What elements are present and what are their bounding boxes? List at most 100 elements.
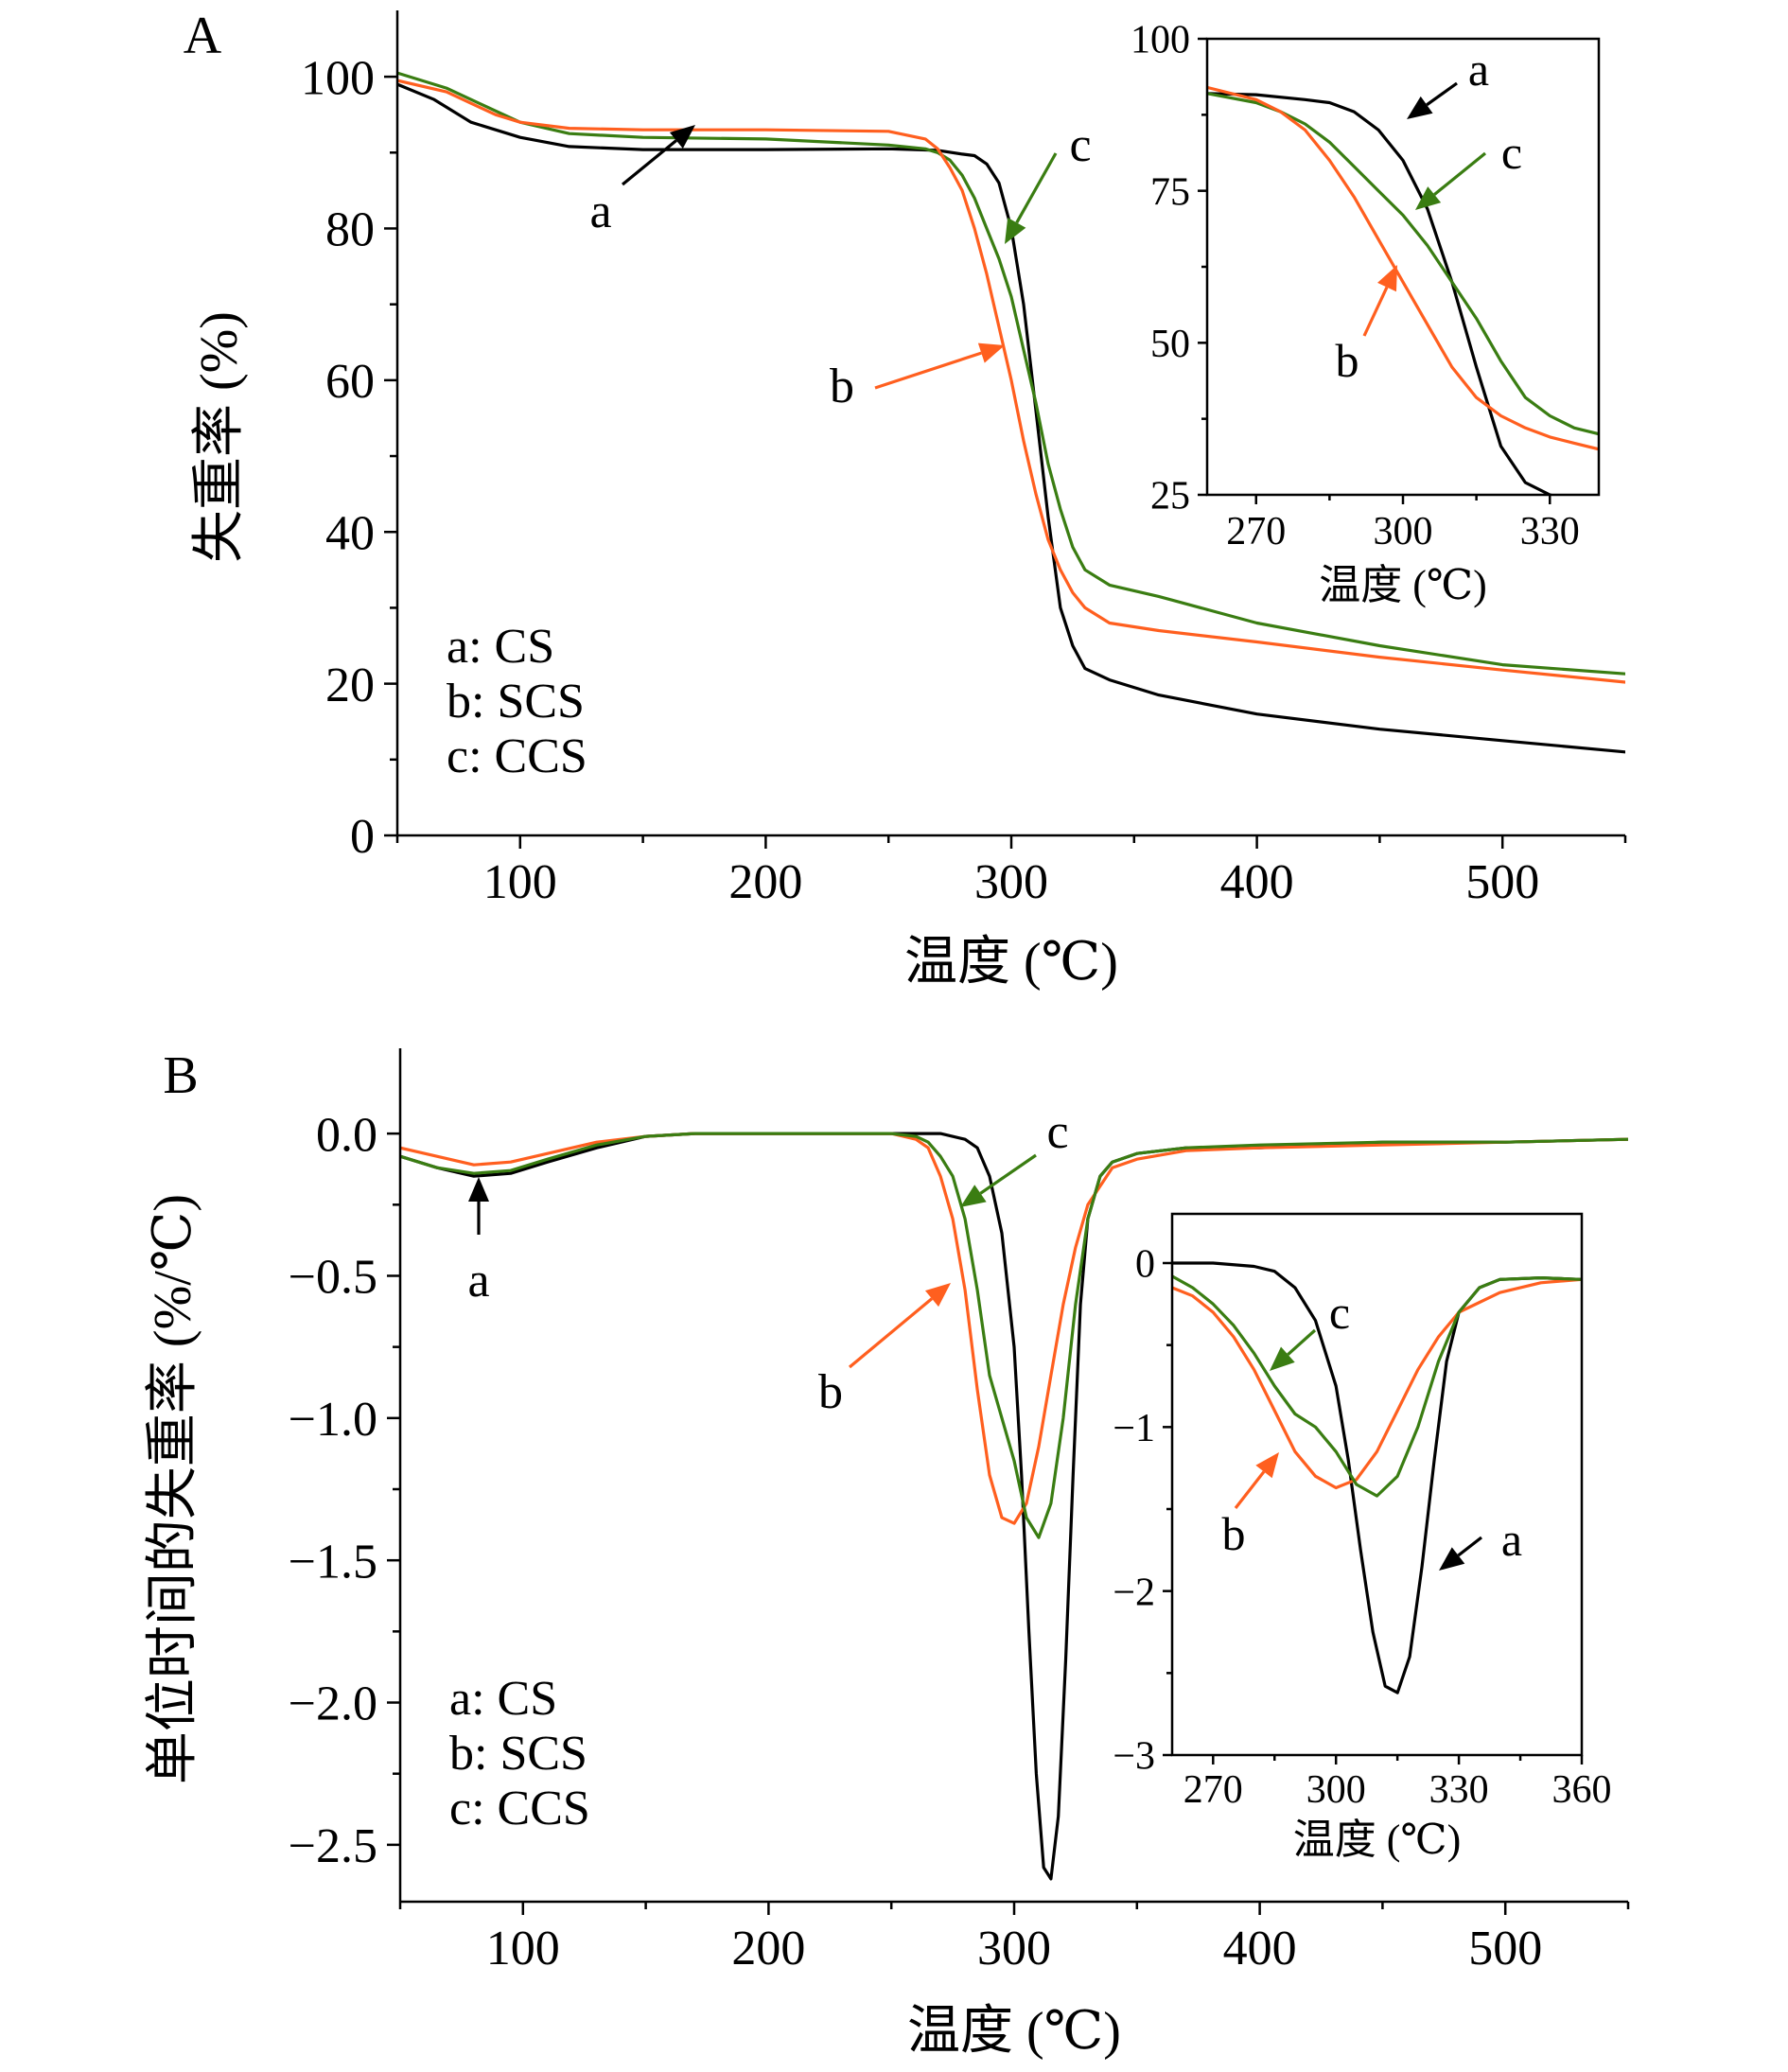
panel-a-series-a bbox=[397, 82, 1625, 754]
panel-a-annotation-a: a bbox=[589, 184, 611, 238]
panel-b-inset-y-tick-label: −1 bbox=[1113, 1407, 1155, 1450]
panel-b-x-tick-label: 300 bbox=[977, 1922, 1051, 1975]
panel-a-inset-x-tick-label: 270 bbox=[1226, 510, 1286, 553]
panel-b-annotation-a: a bbox=[467, 1254, 489, 1308]
panel-b-y-axis-label: 单位时间的失重率 (%/℃) bbox=[144, 1194, 202, 1784]
panel-a-annotation-b: b bbox=[830, 360, 854, 413]
panel-b-arrow-a-head bbox=[468, 1177, 489, 1202]
panel-a-arrow-c-head bbox=[1005, 217, 1026, 244]
panel-a-inset-y-tick-label: 75 bbox=[1150, 170, 1190, 214]
panel-b-inset-x-tick-label: 360 bbox=[1552, 1768, 1612, 1812]
panel-a-y-tick-label: 40 bbox=[325, 506, 375, 560]
panel-a-arrow-a bbox=[621, 125, 695, 186]
panel-a-inset-arrow-b bbox=[1362, 265, 1397, 337]
panel-a-inset-arrow-a-head bbox=[1407, 96, 1433, 119]
panel-b-inset-x-axis-label: 温度 (℃) bbox=[1293, 1817, 1462, 1863]
panel-b-inset-y-tick-label: 0 bbox=[1135, 1243, 1155, 1287]
panel-a-inset-x-tick-label: 330 bbox=[1520, 510, 1580, 553]
panel-a-inset-x-tick-label: 300 bbox=[1374, 510, 1433, 553]
panel-b-legend-entry: a: CS bbox=[449, 1672, 557, 1726]
panel-a-inset-arrow-b-head bbox=[1377, 265, 1397, 292]
panel-b-inset-x-tick-label: 270 bbox=[1183, 1768, 1243, 1812]
panel-b-inset-series-b bbox=[1172, 1277, 1582, 1490]
panel-a-x-tick-label: 100 bbox=[483, 855, 557, 909]
panel-b-inset-frame bbox=[1170, 1212, 1584, 1757]
panel-b-x-tick-label: 200 bbox=[731, 1922, 805, 1975]
panel-b-inset-arrow-a bbox=[1439, 1536, 1482, 1571]
panel-b-y-tick-label: −2.0 bbox=[289, 1677, 377, 1731]
panel-b-curves bbox=[400, 1132, 1628, 1881]
panel-b-inset-arrow-c-head bbox=[1270, 1346, 1295, 1371]
panel-b-y-tick-label: −0.5 bbox=[289, 1251, 377, 1305]
panel-b-inset-curves bbox=[1172, 1261, 1582, 1694]
panel-letter-a: A bbox=[184, 7, 222, 65]
panel-a-inset-annotation-a: a bbox=[1468, 43, 1489, 96]
panel-b-arrow-b bbox=[848, 1283, 951, 1369]
panel-a-inset: 270 300 330 25 50 75 100 温度 (℃) a b c bbox=[1131, 19, 1601, 608]
panel-a-y-tick-label: 60 bbox=[325, 355, 375, 409]
panel-b-inset-annotation-b: b bbox=[1222, 1507, 1246, 1560]
panel-a-legend-entry: c: CCS bbox=[447, 729, 587, 783]
panel-b-x-axis-label: 温度 (℃) bbox=[907, 2002, 1121, 2061]
panel-a: 100 200 300 400 500 0 20 40 60 80 100 温度 (℃) 失重率 (%)… bbox=[190, 10, 1627, 992]
panel-a-inset-annotation-b: b bbox=[1336, 334, 1359, 387]
panel-a-inset-arrow-a bbox=[1407, 81, 1458, 119]
panel-b-y-tick-label: 0.0 bbox=[316, 1108, 377, 1162]
panel-a-annotation-c: c bbox=[1069, 118, 1091, 172]
panel-b-inset-y-tick-label: −3 bbox=[1113, 1735, 1155, 1779]
panel-b-inset: 270 300 330 360 0 −1 −2 −3 温度 (℃) a b c bbox=[1113, 1212, 1612, 1863]
panel-a-inset-y-tick-label: 50 bbox=[1150, 323, 1190, 366]
panel-a-y-axis-label: 失重率 (%) bbox=[190, 311, 249, 563]
panel-a-x-axis-label: 温度 (℃) bbox=[904, 933, 1118, 992]
panel-a-y-tick-label: 100 bbox=[301, 51, 375, 105]
panel-b-arrow-b-head bbox=[924, 1283, 951, 1308]
panel-b-series-b bbox=[400, 1132, 1628, 1525]
panel-b: 100 200 300 400 500 0.0 −0.5 −1.0 −1.5 −2.0 −2.5 温度… bbox=[144, 1048, 1630, 2061]
panel-a-arrow-c bbox=[1005, 152, 1058, 244]
panel-a-legend-entry: b: SCS bbox=[447, 675, 585, 729]
panel-a-series-c bbox=[397, 71, 1625, 676]
panel-a-arrow-b-shaft bbox=[874, 351, 982, 390]
panel-a-inset-series-a bbox=[1207, 92, 1556, 495]
panel-a-inset-arrow-b-shaft bbox=[1362, 286, 1389, 337]
panel-b-x-tick-label: 500 bbox=[1468, 1922, 1542, 1975]
panel-b-arrow-b-shaft bbox=[848, 1297, 934, 1369]
panel-a-inset-annotation-c: c bbox=[1501, 126, 1522, 179]
panel-b-arrow-c-shaft bbox=[979, 1153, 1037, 1195]
panel-a-inset-arrow-c bbox=[1415, 151, 1487, 210]
panel-b-y-tick-label: −1.0 bbox=[289, 1393, 377, 1447]
panel-b-inset-arrow-b bbox=[1234, 1452, 1279, 1509]
panel-a-inset-arrow-a-shaft bbox=[1426, 81, 1458, 107]
panel-a-arrow-b bbox=[874, 342, 1005, 390]
panel-a-inset-y-tick-label: 25 bbox=[1150, 475, 1190, 518]
panel-b-y-tick-label: −2.5 bbox=[289, 1819, 377, 1873]
panel-a-series-b bbox=[397, 79, 1625, 684]
panel-a-arrow-b-head bbox=[977, 342, 1005, 363]
panel-a-inset-arrow-c-head bbox=[1415, 186, 1442, 210]
panel-a-arrow-c-shaft bbox=[1015, 152, 1058, 224]
panel-a-inset-x-axis-label: 温度 (℃) bbox=[1319, 562, 1487, 608]
panel-b-inset-y-tick-label: −2 bbox=[1113, 1571, 1155, 1614]
panel-b-inset-arrow-c bbox=[1270, 1328, 1317, 1371]
panel-a-legend-entry: a: CS bbox=[447, 620, 554, 674]
panel-b-series-c bbox=[400, 1132, 1628, 1539]
panel-a-y-tick-label: 0 bbox=[350, 810, 375, 864]
panel-b-inset-arrow-b-head bbox=[1255, 1452, 1279, 1479]
panel-b-x-tick-label: 100 bbox=[486, 1922, 560, 1975]
panel-b-arrow-c bbox=[960, 1153, 1037, 1207]
panel-b-x-tick-label: 400 bbox=[1223, 1922, 1297, 1975]
panel-b-arrow-c-head bbox=[960, 1185, 987, 1207]
panel-b-y-tick-label: −1.5 bbox=[289, 1535, 377, 1589]
panel-b-inset-arrow-c-shaft bbox=[1287, 1328, 1317, 1356]
panel-b-arrow-a bbox=[468, 1177, 489, 1235]
panel-b-inset-arrow-a-head bbox=[1439, 1547, 1465, 1571]
panel-a-y-tick-label: 80 bbox=[325, 203, 375, 257]
panel-b-inset-arrow-a-shaft bbox=[1457, 1536, 1482, 1557]
panel-a-x-tick-label: 200 bbox=[728, 855, 802, 909]
panel-b-inset-annotation-a: a bbox=[1501, 1513, 1522, 1566]
panel-a-inset-series-b bbox=[1207, 85, 1599, 451]
panel-a-y-tick-label: 20 bbox=[325, 658, 375, 712]
panel-a-arrow-a-head bbox=[669, 125, 695, 149]
panel-a-inset-curves bbox=[1207, 85, 1599, 495]
